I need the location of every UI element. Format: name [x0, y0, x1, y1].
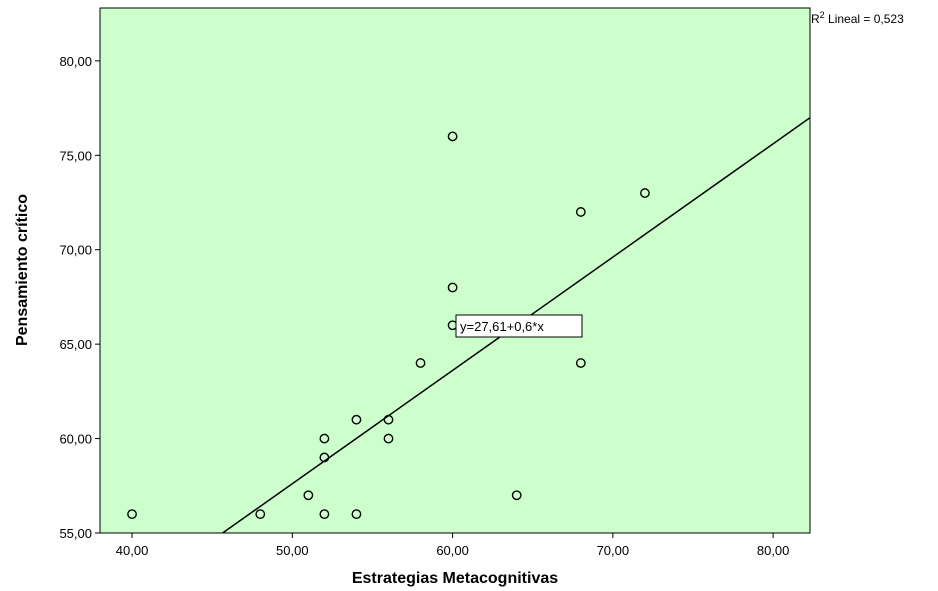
x-tick-label: 80,00 [757, 543, 790, 558]
y-tick-label: 75,00 [59, 148, 92, 163]
x-axis: 40,00 50,00 60,00 70,00 80,00 [116, 533, 790, 558]
r2-prefix: R [811, 12, 820, 26]
x-axis-title: Estrategias Metacognitivas [352, 570, 558, 587]
x-tick-label: 50,00 [276, 543, 309, 558]
x-tick-label: 40,00 [116, 543, 149, 558]
equation-label: y=27,61+0,6*x [460, 319, 544, 334]
r2-value: Lineal = 0,523 [825, 12, 904, 26]
y-tick-label: 80,00 [59, 54, 92, 69]
plot-area [100, 8, 810, 533]
y-tick-label: 70,00 [59, 243, 92, 258]
y-tick-label: 60,00 [59, 432, 92, 447]
x-tick-label: 70,00 [597, 543, 630, 558]
y-tick-label: 65,00 [59, 337, 92, 352]
y-axis-title: Pensamiento crítico [14, 194, 31, 346]
y-tick-label: 55,00 [59, 526, 92, 541]
x-tick-label: 60,00 [436, 543, 469, 558]
r2-label: R2 Lineal = 0,523 [811, 10, 904, 26]
y-axis: 55,00 60,00 65,00 70,00 75,00 80,00 [59, 54, 100, 541]
regression-equation: y=27,61+0,6*x [456, 315, 582, 337]
